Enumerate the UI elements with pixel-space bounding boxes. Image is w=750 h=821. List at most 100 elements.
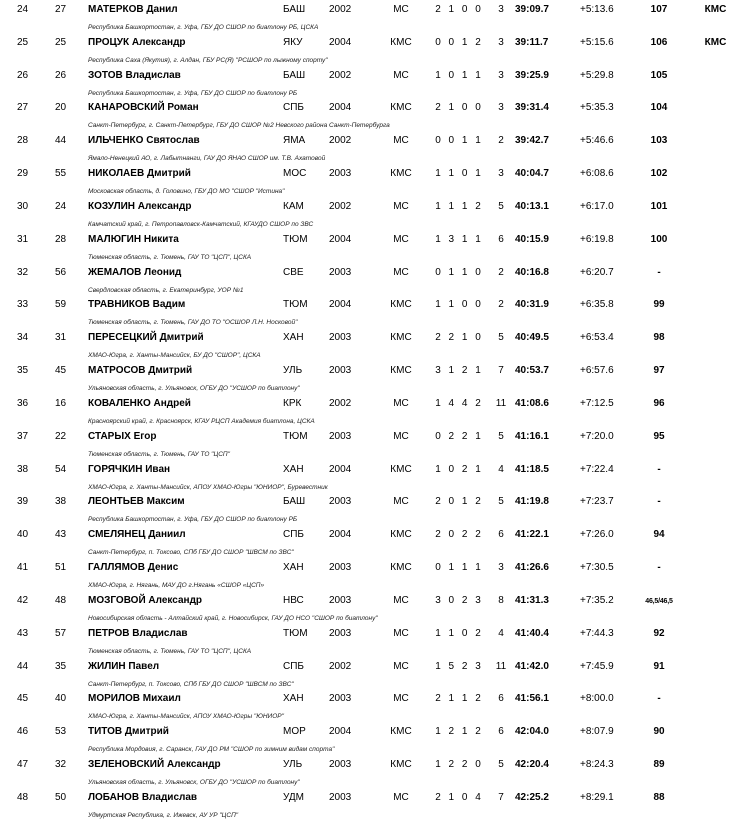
bib-number-cell: 25 — [55, 36, 67, 48]
athlete-name: ГОРЯЧКИН Иван — [88, 463, 171, 475]
rank-cell: МС — [393, 200, 409, 212]
points-cell: 89 — [653, 759, 665, 771]
shooting-cell: 2 1 0 0 — [435, 102, 481, 114]
result-line: 46 53 ТИТОВ Дмитрий МОР 2004 КМС 1 2 1 2… — [0, 725, 750, 738]
time-gap-cell: +7:44.3 — [580, 627, 614, 639]
points-cell: 99 — [653, 299, 665, 311]
table-row: 44 35 ЖИЛИН Павел СПБ 2002 МС 1 5 2 3 11… — [0, 657, 750, 690]
shooting-cell: 1 3 1 1 — [435, 233, 481, 245]
club-line: Республика Башкортостан, г. Уфа, ГБУ ДО … — [0, 86, 750, 98]
athlete-name: СМЕЛЯНЕЦ Даниил — [88, 529, 186, 541]
total-misses-cell: 3 — [498, 36, 504, 48]
table-row: 37 22 СТАРЫХ Егор ТЮМ 2003 МС 0 2 2 1 5 … — [0, 427, 750, 460]
athlete-name: КОЗУЛИН Александр — [88, 200, 192, 212]
region-code-cell: СВЕ — [283, 266, 304, 278]
club-line: Камчатский край, г. Петропавловск-Камчат… — [0, 217, 750, 229]
club-line: Удмуртская Республика, г. Ижевск, АУ УР … — [0, 808, 750, 820]
points-cell: 90 — [653, 726, 665, 738]
athlete-club: Тюменская область, г. Тюмень, ГАУ ДО ТО … — [88, 319, 298, 327]
rank-cell: КМС — [390, 36, 412, 48]
result-time-cell: 41:56.1 — [515, 693, 549, 705]
athlete-club: Республика Мордовия, г. Саранск, ГАУ ДО … — [88, 746, 335, 754]
rank-cell: МС — [393, 135, 409, 147]
time-gap-cell: +5:46.6 — [580, 135, 614, 147]
club-line: Ульяновская область, г. Ульяновск, ОГБУ … — [0, 381, 750, 393]
shooting-cell: 2 1 1 2 — [435, 693, 481, 705]
shooting-cell: 1 2 1 2 — [435, 726, 481, 738]
shooting-cell: 1 1 1 2 — [435, 200, 481, 212]
birth-year-cell: 2002 — [329, 4, 352, 15]
athlete-club: Ямало-Ненецкий АО, г. Лабытнанги, ГАУ ДО… — [88, 155, 326, 163]
club-line: Тюменская область, г. Тюмень, ГАУ ДО ТО … — [0, 315, 750, 327]
total-misses-cell: 11 — [495, 660, 507, 672]
place-cell: 26 — [17, 69, 29, 81]
athlete-club: Республика Саха (Якутия), г. Алдан, ГБУ … — [88, 56, 328, 64]
club-line: Санкт-Петербург, г. Санкт-Петербург, ГБУ… — [0, 118, 750, 130]
region-code-cell: СПБ — [283, 660, 304, 672]
athlete-name: ТРАВНИКОВ Вадим — [88, 299, 186, 311]
region-code-cell: ХАН — [283, 463, 304, 475]
athlete-name: КОВАЛЕНКО Андрей — [88, 397, 191, 409]
earned-rank-cell: КМС — [704, 4, 727, 15]
region-code-cell: МОР — [283, 726, 306, 738]
club-line: Республика Башкортостан, г. Уфа, ГБУ ДО … — [0, 20, 750, 32]
region-code-cell: ТЮМ — [283, 299, 308, 311]
region-code-cell: НВС — [283, 594, 304, 606]
points-cell: - — [657, 693, 661, 705]
bib-number-cell: 32 — [55, 759, 67, 771]
total-misses-cell: 6 — [498, 529, 504, 541]
rank-cell: МС — [393, 4, 409, 15]
athlete-name: СТАРЫХ Егор — [88, 430, 157, 442]
result-line: 35 45 МАТРОСОВ Дмитрий УЛЬ 2003 КМС 3 1 … — [0, 364, 750, 377]
total-misses-cell: 2 — [498, 135, 504, 147]
result-line: 37 22 СТАРЫХ Егор ТЮМ 2003 МС 0 2 2 1 5 … — [0, 430, 750, 443]
shooting-cell: 2 2 1 0 — [435, 332, 481, 344]
rank-cell: МС — [393, 233, 409, 245]
bib-number-cell: 59 — [55, 299, 67, 311]
time-gap-cell: +5:15.6 — [580, 36, 614, 48]
athlete-club: Камчатский край, г. Петропавловск-Камчат… — [88, 220, 314, 228]
total-misses-cell: 3 — [498, 69, 504, 81]
result-time-cell: 42:04.0 — [515, 726, 549, 738]
points-cell: 92 — [653, 627, 665, 639]
time-gap-cell: +7:22.4 — [580, 463, 614, 475]
athlete-club: Тюменская область, г. Тюмень, ГАУ ТО "ЦС… — [88, 450, 230, 458]
birth-year-cell: 2003 — [329, 791, 352, 803]
rank-cell: МС — [393, 69, 409, 81]
athlete-club: Новосибирская область - Алтайский край, … — [88, 614, 378, 622]
time-gap-cell: +5:29.8 — [580, 69, 614, 81]
result-line: 36 16 КОВАЛЕНКО Андрей КРК 2002 МС 1 4 4… — [0, 397, 750, 410]
rank-cell: КМС — [390, 102, 412, 114]
result-time-cell: 42:25.2 — [515, 791, 549, 803]
birth-year-cell: 2004 — [329, 463, 352, 475]
result-time-cell: 42:20.4 — [515, 759, 549, 771]
table-row: 34 31 ПЕРЕСЕЦКИЙ Дмитрий ХАН 2003 КМС 2 … — [0, 328, 750, 361]
time-gap-cell: +7:45.9 — [580, 660, 614, 672]
result-time-cell: 40:53.7 — [515, 365, 549, 377]
table-row: 29 55 НИКОЛАЕВ Дмитрий МОС 2003 КМС 1 1 … — [0, 164, 750, 197]
rank-cell: МС — [393, 266, 409, 278]
athlete-name: ГАЛЛЯМОВ Денис — [88, 562, 179, 574]
club-line: ХМАО-Югра, г. Ханты-Мансийск, БУ ДО "СШО… — [0, 348, 750, 360]
club-line: Республика Мордовия, г. Саранск, ГАУ ДО … — [0, 742, 750, 754]
place-cell: 42 — [17, 594, 29, 606]
points-cell: 46,5/46,5 — [645, 597, 673, 605]
shooting-cell: 0 1 1 0 — [435, 266, 481, 278]
time-gap-cell: +7:12.5 — [580, 397, 614, 409]
rank-cell: МС — [393, 693, 409, 705]
time-gap-cell: +8:24.3 — [580, 759, 614, 771]
points-cell: 105 — [650, 69, 668, 81]
total-misses-cell: 3 — [498, 168, 504, 180]
athlete-name: МАЛЮГИН Никита — [88, 233, 179, 245]
place-cell: 48 — [17, 791, 29, 803]
birth-year-cell: 2004 — [329, 529, 352, 541]
club-line: Ульяновская область, г. Ульяновск, ОГБУ … — [0, 775, 750, 787]
rank-cell: КМС — [390, 562, 412, 574]
result-time-cell: 39:25.9 — [515, 69, 549, 81]
time-gap-cell: +8:00.0 — [580, 693, 614, 705]
time-gap-cell: +6:19.8 — [580, 233, 614, 245]
result-time-cell: 40:13.1 — [515, 200, 549, 212]
region-code-cell: ТЮМ — [283, 627, 308, 639]
bib-number-cell: 43 — [55, 529, 67, 541]
place-cell: 47 — [17, 759, 29, 771]
